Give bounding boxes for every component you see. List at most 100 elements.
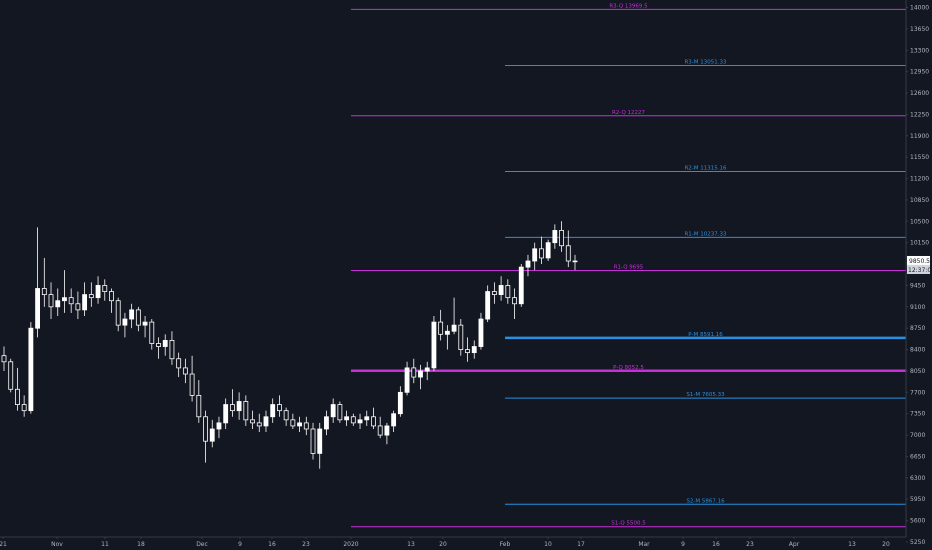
time-axis-label: 13 xyxy=(848,541,856,548)
candle xyxy=(189,355,195,402)
candle-body xyxy=(149,321,155,344)
candle-body xyxy=(344,416,350,421)
candle xyxy=(55,288,61,316)
candle-body xyxy=(162,340,168,347)
candle xyxy=(303,416,309,436)
candle xyxy=(176,352,182,378)
price-axis-label: 5950 xyxy=(910,496,925,503)
countdown-tag-box xyxy=(907,264,930,274)
price-axis-label: 5600 xyxy=(910,518,925,525)
candle xyxy=(196,380,202,423)
candle xyxy=(270,398,276,423)
candle xyxy=(149,319,155,350)
candle xyxy=(129,303,135,329)
time-axis[interactable]: 21 Nov 11 18 Dec 9 16 23 2020 13 20 Feb 10 17 Mar 9 16 23… xyxy=(0,536,906,548)
time-axis-label: 13 xyxy=(407,541,415,548)
price-axis-label: 7350 xyxy=(910,411,925,418)
candle-body xyxy=(485,291,491,320)
candle xyxy=(28,322,34,414)
candle xyxy=(324,410,329,436)
candle-body xyxy=(182,367,188,375)
candle-body xyxy=(404,367,410,393)
time-axis-label: 9 xyxy=(681,541,685,548)
candle xyxy=(290,413,296,429)
candle-body xyxy=(216,422,222,430)
price-axis-label: 10850 xyxy=(910,197,929,204)
price-axis-label: 12950 xyxy=(910,69,929,76)
price-axis-label: 7000 xyxy=(910,432,925,439)
time-axis-label: 10 xyxy=(544,541,552,548)
last-price-value: 9850.5 xyxy=(909,258,930,265)
last-price-tag-box xyxy=(907,255,930,265)
candle-body xyxy=(8,361,14,390)
candle-body xyxy=(55,300,61,308)
candle xyxy=(62,270,67,313)
price-axis-label: 12600 xyxy=(910,90,929,97)
candle xyxy=(458,319,464,356)
candle-body xyxy=(572,260,578,263)
candle xyxy=(203,410,208,463)
candle-body xyxy=(525,260,531,268)
pivot-level-label-p-q: P-Q 8052.5 xyxy=(613,365,644,371)
candle-body xyxy=(236,401,242,412)
candle xyxy=(15,367,20,411)
candle xyxy=(424,361,430,381)
candle-body xyxy=(48,294,54,308)
pivot-levels: R3-Q 13969.5 R3-M 13051.33 R2-Q 12227 R2-M … xyxy=(351,3,906,528)
candle-body xyxy=(397,391,403,415)
candle-body xyxy=(559,230,564,247)
candle xyxy=(88,282,94,307)
price-axis-label: 6650 xyxy=(910,453,925,460)
candle-body xyxy=(444,330,450,335)
candle-body xyxy=(371,416,376,427)
candle xyxy=(559,221,564,252)
candle-body xyxy=(35,288,41,329)
price-axis-label: 8750 xyxy=(910,325,925,332)
candle-body xyxy=(196,394,202,418)
candle-body xyxy=(263,416,269,427)
candle-body xyxy=(350,416,356,424)
pivot-level-label-r3-m: R3-M 13051.33 xyxy=(684,59,727,65)
candle xyxy=(364,410,370,426)
time-axis-label: 16 xyxy=(712,541,720,548)
candle xyxy=(48,282,54,320)
candle xyxy=(115,297,121,332)
candle xyxy=(250,410,255,429)
candle xyxy=(68,288,74,313)
candle xyxy=(397,386,403,417)
candle-body xyxy=(75,303,81,311)
price-axis-label: 11900 xyxy=(910,133,929,140)
candle-body xyxy=(391,413,397,427)
candle xyxy=(229,389,235,417)
candle xyxy=(465,337,470,362)
candle-body xyxy=(317,428,323,454)
candle-body xyxy=(478,318,484,347)
candle xyxy=(263,410,269,433)
candle xyxy=(330,398,336,423)
candle-body xyxy=(270,404,276,418)
candle xyxy=(283,407,289,426)
candle-body xyxy=(411,367,417,378)
candle-body xyxy=(565,245,571,262)
candle-body xyxy=(303,422,309,430)
candle-body xyxy=(505,285,511,299)
pivot-level-label-r1-q: R1-Q 9695 xyxy=(614,264,644,270)
candle-body xyxy=(82,294,88,311)
time-axis-label: 18 xyxy=(137,541,145,548)
time-axis-label: 9 xyxy=(238,541,242,548)
candle-body xyxy=(431,321,437,369)
candle xyxy=(8,358,14,393)
candle xyxy=(35,227,41,338)
price-axis-label: 10150 xyxy=(910,240,929,247)
bar-countdown: 12:37:07 xyxy=(908,267,932,274)
candle xyxy=(391,410,397,433)
candle-body xyxy=(283,410,289,421)
candle-body xyxy=(41,288,47,296)
candle xyxy=(162,334,168,356)
candle-body xyxy=(109,291,114,302)
candle xyxy=(471,340,477,359)
price-axis[interactable]: 14000 13650 13300 12950 12600 12250 11900 11550… xyxy=(905,0,929,546)
candle xyxy=(75,291,81,320)
